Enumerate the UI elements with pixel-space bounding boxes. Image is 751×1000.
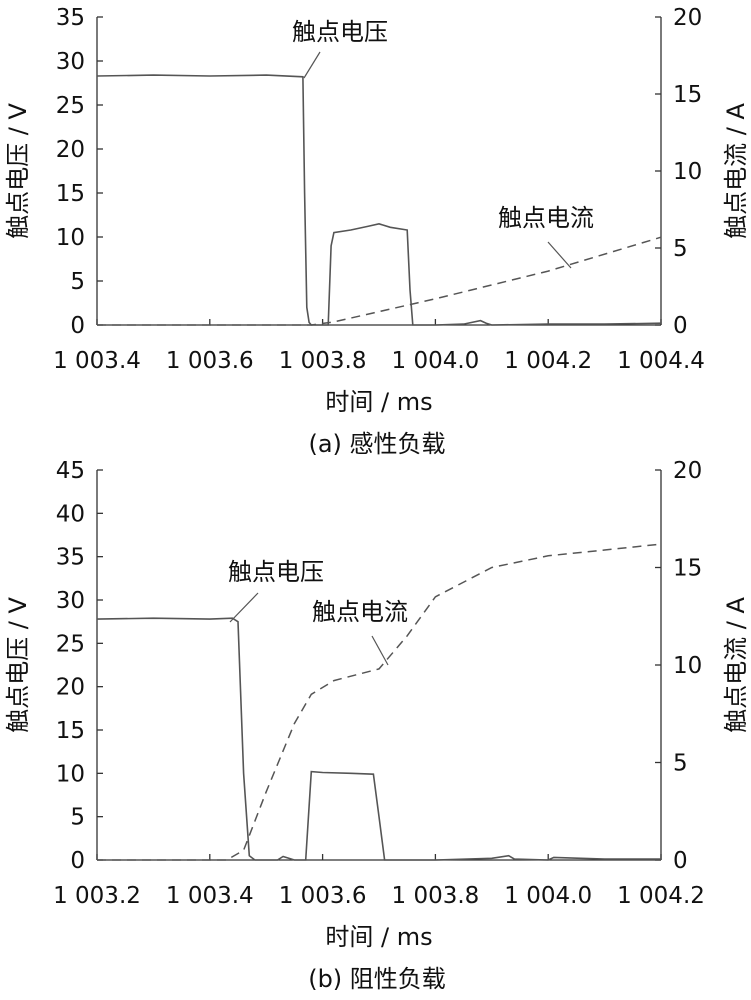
chart-panel-b: 0 5 10 15 20 25 30 35 40 45 0 5 10 15 20 1 003.2 1 003.4…	[4, 458, 750, 993]
voltage-series-line	[96, 617, 661, 861]
x-axis-label: 时间 / ms	[325, 388, 432, 416]
current-series-line	[97, 236, 662, 326]
x-tick-label: 1 004.4	[617, 348, 705, 374]
y-left-tick-label: 5	[70, 269, 85, 295]
y-left-tick-label: 40	[56, 501, 85, 527]
voltage-series-line	[96, 74, 662, 326]
y-left-tick-label: 10	[56, 761, 85, 787]
x-tick-label: 1 004.0	[504, 883, 592, 909]
x-tick-label: 1 003.4	[53, 348, 141, 374]
y-right-tick-label: 5	[673, 236, 688, 262]
y-right-tick-label: 20	[673, 458, 702, 484]
x-tick-label: 1 003.6	[166, 348, 254, 374]
y-left-tick-label: 15	[56, 181, 85, 207]
y-left-tick-label: 0	[70, 848, 85, 874]
annotation-leader-line	[547, 241, 572, 269]
x-tick-label: 1 004.0	[392, 348, 480, 374]
y-right-tick-label: 20	[673, 5, 702, 31]
y-left-tick-label: 0	[70, 313, 85, 339]
y-left-tick-label: 25	[56, 93, 85, 119]
y-right-tick-label: 10	[673, 653, 702, 679]
y-axis-right-label: 触点电流 / A	[722, 103, 750, 239]
y-right-tick-label: 5	[673, 751, 688, 777]
y-left-tick-label: 30	[56, 588, 85, 614]
annotation-leader-line	[303, 51, 321, 79]
y-right-tick-label: 0	[673, 848, 688, 874]
y-left-tick-label: 45	[56, 458, 85, 484]
y-left-tick-label: 10	[56, 225, 85, 251]
x-tick-label: 1 003.6	[279, 883, 367, 909]
x-axis-label: 时间 / ms	[325, 923, 432, 951]
y-axis-right-label: 触点电流 / A	[722, 597, 750, 733]
y-left-tick-label: 5	[70, 805, 85, 831]
y-left-tick-label: 25	[56, 631, 85, 657]
annotation-leader-line	[229, 592, 259, 623]
voltage-annotation: 触点电压	[292, 18, 388, 46]
y-left-tick-label: 20	[56, 675, 85, 701]
y-right-tick-label: 0	[673, 313, 688, 339]
current-annotation: 触点电流	[498, 204, 594, 232]
x-tick-label: 1 003.4	[166, 883, 254, 909]
y-axis-left-label: 触点电压 / V	[4, 103, 32, 239]
y-right-tick-label: 15	[673, 82, 702, 108]
voltage-annotation: 触点电压	[228, 558, 324, 586]
y-right-tick-label: 15	[673, 556, 702, 582]
x-tick-label: 1 003.2	[53, 883, 141, 909]
x-tick-label: 1 003.8	[392, 883, 480, 909]
annotation-leader-line	[371, 635, 389, 666]
y-left-tick-label: 30	[56, 49, 85, 75]
x-tick-label: 1 004.2	[617, 883, 705, 909]
x-tick-label: 1 004.2	[504, 348, 592, 374]
panel-caption: (b) 阻性负载	[308, 965, 446, 993]
y-left-tick-label: 20	[56, 137, 85, 163]
chart-panel-a: 0 5 10 15 20 25 30 35 0 5 10 15 20 1 003.4 1 003.6 1 00…	[4, 5, 750, 458]
y-left-tick-label: 15	[56, 718, 85, 744]
panel-caption: (a) 感性负载	[308, 430, 445, 458]
y-left-tick-label: 35	[56, 545, 85, 571]
x-tick-label: 1 003.8	[279, 348, 367, 374]
current-annotation: 触点电流	[312, 598, 408, 626]
y-left-tick-label: 35	[56, 5, 85, 31]
y-axis-left-label: 触点电压 / V	[4, 597, 32, 733]
y-right-tick-label: 10	[673, 159, 702, 185]
